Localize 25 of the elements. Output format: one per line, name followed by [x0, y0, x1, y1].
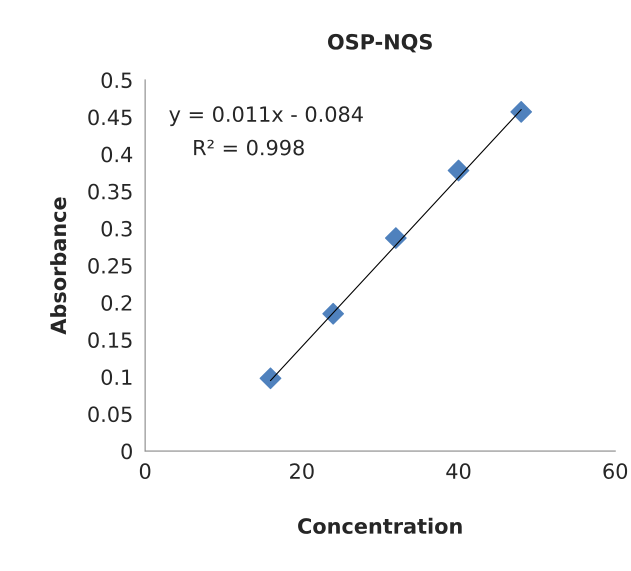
point: [322, 302, 344, 325]
y-tick-label: 0.1: [102, 369, 132, 386]
x-axis-title: Concentration: [298, 518, 462, 534]
y-tick-label: 0.45: [88, 110, 132, 126]
x-tick-label: 0: [140, 463, 150, 480]
y-tick-label: 0.2: [102, 295, 132, 311]
annotation: y = 0.011x - 0.084: [169, 106, 363, 126]
y-tick-label: 0.15: [88, 332, 132, 348]
y-tick-label: 0.25: [88, 258, 132, 274]
y-tick-label: 0.35: [88, 184, 132, 200]
x-tick-label: 20: [290, 463, 314, 480]
point: [448, 160, 470, 182]
y-tick-label: 0: [121, 444, 132, 460]
y-tick-label: 0.05: [88, 406, 132, 422]
y-tick-label: 0.4: [102, 146, 132, 162]
y-tick-label: 0.5: [102, 72, 132, 88]
point: [510, 100, 532, 123]
x-tick-label: 40: [446, 463, 470, 480]
chart-title: OSP-NQS: [328, 34, 432, 52]
annotation: R² = 0.998: [194, 140, 304, 156]
point: [384, 227, 407, 249]
x-tick-label: 60: [603, 463, 628, 480]
y-tick-label: 0.3: [102, 220, 132, 237]
point: [260, 367, 282, 390]
y-axis-title: Absorbance: [50, 197, 66, 335]
